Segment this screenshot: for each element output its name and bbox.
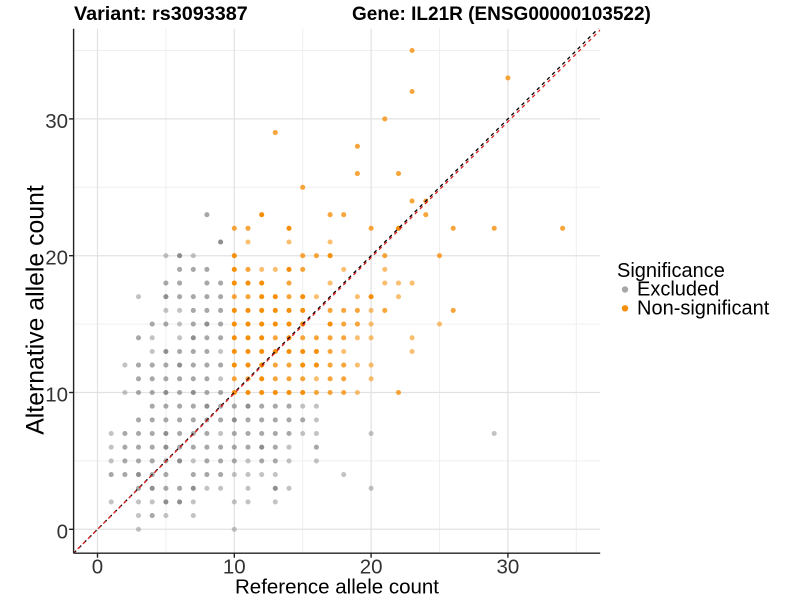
svg-text:Significance: Significance	[617, 260, 725, 282]
svg-text:Non-significant: Non-significant	[637, 297, 770, 319]
svg-text:0: 0	[57, 520, 68, 543]
svg-text:10: 10	[45, 384, 68, 407]
svg-text:10: 10	[223, 556, 246, 579]
svg-text:20: 20	[360, 556, 383, 579]
svg-text:Reference allele count: Reference allele count	[235, 576, 439, 599]
svg-text:Excluded: Excluded	[637, 279, 719, 301]
svg-text:Variant: rs3093387: Variant: rs3093387	[74, 3, 248, 25]
svg-text:30: 30	[496, 556, 519, 579]
svg-text:20: 20	[45, 247, 68, 270]
svg-text:30: 30	[45, 110, 68, 133]
svg-text:Gene: IL21R (ENSG00000103522): Gene: IL21R (ENSG00000103522)	[352, 4, 651, 25]
svg-text:Alternative allele count: Alternative allele count	[23, 185, 50, 435]
svg-text:0: 0	[92, 556, 103, 579]
